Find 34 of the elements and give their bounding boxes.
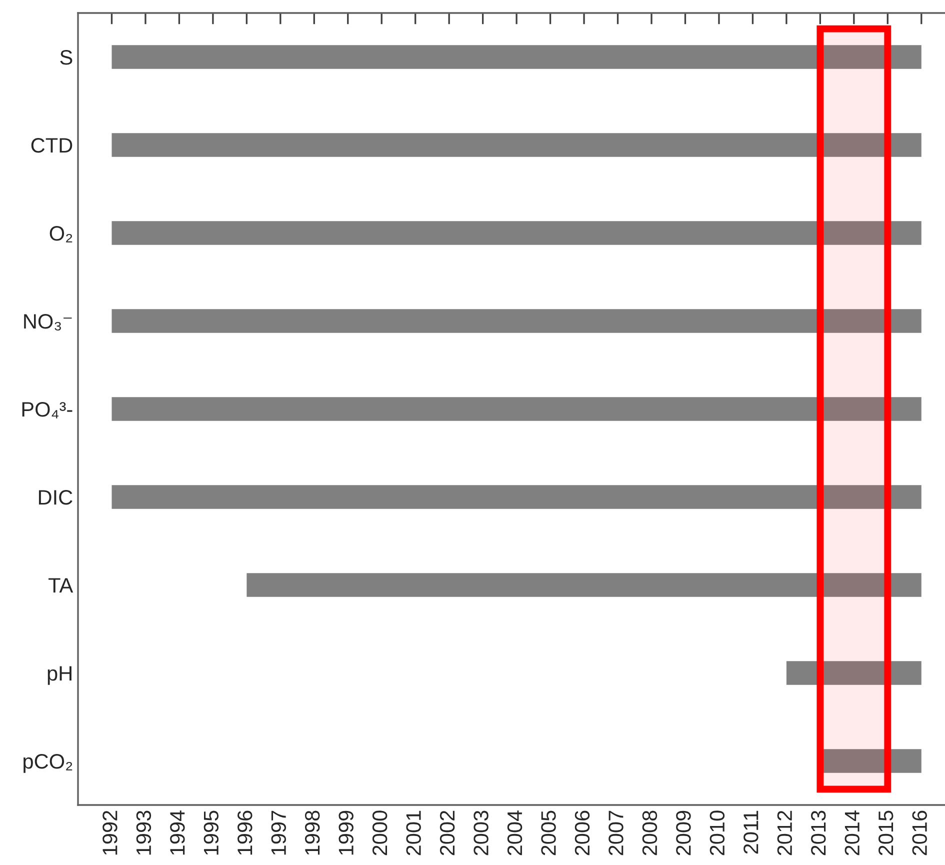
x-tick-label: 1995: [204, 810, 219, 855]
x-tick-label: 2015: [878, 810, 894, 856]
x-tick-label: 1997: [271, 810, 286, 855]
y-tick-label: DIC: [38, 490, 72, 505]
y-tick-label: TA: [48, 578, 74, 593]
x-tick-label: 1999: [338, 810, 354, 855]
y-tick-label: pH: [48, 666, 72, 685]
x-tick-label: 2014: [844, 810, 860, 856]
y-tick-label: NO₃⁻: [24, 314, 72, 330]
x-tick-label: 2012: [777, 810, 792, 856]
y-tick-label: pCO₂: [24, 754, 72, 773]
x-tick-label: 2001: [406, 810, 421, 856]
x-tick-label: 1998: [304, 810, 320, 855]
x-tick-label: 1993: [136, 810, 152, 855]
x-tick-label: 2016: [912, 810, 927, 856]
x-tick-label: 2010: [710, 810, 725, 856]
x-tick-label: 2000: [372, 810, 388, 856]
x-tick-label: 2002: [440, 810, 455, 856]
x-tick-label: 2003: [474, 810, 488, 856]
y-tick-label: O₂: [50, 226, 72, 242]
x-tick-label: 1996: [238, 810, 252, 855]
x-tick-label: 2005: [541, 810, 556, 856]
x-tick-label: 2013: [811, 810, 826, 856]
x-tick-label: 2004: [507, 810, 522, 856]
x-tick-label: 2009: [676, 810, 691, 856]
x-tick-label: 2006: [574, 810, 590, 856]
y-tick-label: CTD: [31, 138, 72, 153]
y-tick-label: PO₄³-: [22, 402, 72, 418]
y-tick-label: S: [60, 50, 72, 65]
x-tick-label: 2008: [642, 810, 658, 856]
x-tick-label: 1994: [170, 810, 185, 855]
x-tick-label: 2007: [608, 810, 624, 856]
x-tick-label: 1992: [102, 810, 118, 855]
x-tick-label: 2011: [744, 810, 758, 854]
